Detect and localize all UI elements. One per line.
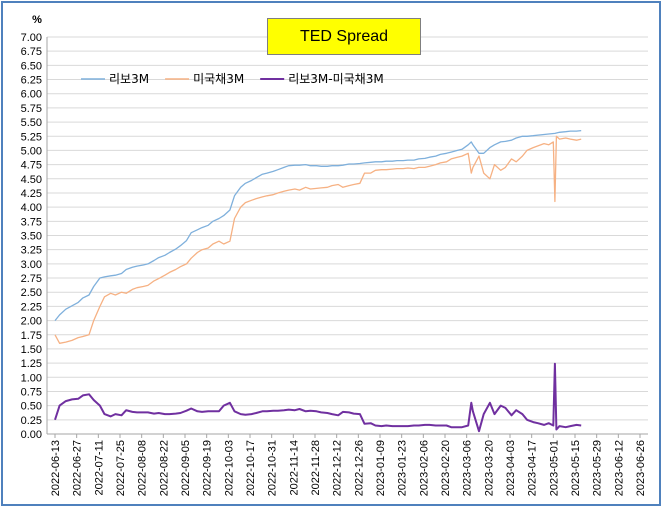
x-tick-label: 2022-12-26 [353,440,365,496]
x-tick-label: 2022-12-12 [332,440,344,496]
y-tick-label: 2.75 [21,273,42,285]
x-tick-label: 2023-06-12 [613,440,625,496]
x-tick-label: 2022-07-25 [115,440,127,496]
x-tick-label: 2023-02-20 [440,440,452,496]
x-tick-label: 2022-08-08 [137,440,149,496]
y-tick-label: 1.00 [21,372,42,384]
y-tick-label: 5.50 [21,117,42,129]
legend-label-1: 미국채3M [193,72,244,86]
y-tick-label: 1.25 [21,358,42,370]
legend-label-0: 리보3M [109,72,149,86]
x-tick-label: 2022-06-13 [50,440,62,496]
x-tick-label: 2023-03-06 [462,440,474,496]
x-tick-label: 2023-02-06 [418,440,430,496]
y-tick-label: 0.25 [21,415,42,427]
x-tick-label: 2022-09-19 [202,440,214,496]
y-tick-label: 5.25 [21,131,42,143]
y-tick-label: 5.75 [21,103,42,115]
x-tick-label: 2023-06-26 [635,440,647,496]
x-tick-label: 2022-07-11 [93,440,105,495]
x-tick-label: 2022-06-27 [72,440,84,496]
y-tick-label: 5.00 [21,145,42,157]
x-tick-label: 2022-08-22 [158,440,170,496]
y-tick-label: 3.75 [21,216,42,228]
y-tick-label: 6.00 [21,89,42,101]
y-tick-label: 6.50 [21,60,42,72]
y-tick-label: 6.75 [21,46,42,58]
x-tick-label: 2022-11-28 [310,440,322,495]
y-tick-label: 2.25 [21,301,42,313]
y-tick-label: 0.75 [21,386,42,398]
x-tick-label: 2023-05-29 [592,440,604,496]
series-line-0 [54,129,582,322]
y-tick-label: 4.25 [21,188,42,200]
y-tick-label: 3.50 [21,231,42,243]
ted-spread-chart: % 0.00 0.25 0.50 0.75 1.00 1.25 1.50 1.75 2.00 2.… [21,14,648,496]
x-tick-label: 2023-01-09 [375,440,387,496]
y-tick-label: 4.75 [21,160,42,172]
x-tick-label: 2023-01-23 [397,440,409,496]
y-tick-label: 7.00 [21,32,42,44]
x-tick-label: 2023-03-20 [483,440,495,496]
y-tick-label: 3.00 [21,259,42,271]
series-line-2 [54,362,582,433]
grid [47,36,648,435]
y-tick-label: 4.00 [21,202,42,214]
axes [46,37,648,438]
x-tick-label: 2022-10-31 [267,440,279,496]
y-tick-label: 0.50 [21,401,42,413]
legend-label-2: 리보3M-미국채3M [288,72,384,86]
y-tick-label: 2.50 [21,287,42,299]
x-tick-label: 2023-04-03 [505,440,517,496]
x-tick-label: 2023-04-17 [527,440,539,496]
y-axis-ticks: 0.00 0.25 0.50 0.75 1.00 1.25 1.50 1.75 2.00 2.25… [21,32,42,441]
x-tick-label: 2023-05-01 [548,440,560,496]
series-line-1 [54,135,582,344]
y-tick-label: 6.25 [21,75,42,87]
series-lines [54,129,582,433]
y-tick-label: 0.00 [21,429,42,441]
chart-frame: % 0.00 0.25 0.50 0.75 1.00 1.25 1.50 1.75 2.00 2.… [1,1,661,506]
y-tick-label: 4.50 [21,174,42,186]
y-tick-label: 1.75 [21,330,42,342]
y-tick-label: 3.25 [21,245,42,257]
x-tick-label: 2022-11-14 [288,440,300,495]
y-tick-label: 2.00 [21,316,42,328]
y-axis-unit-label: % [32,14,42,26]
x-axis-ticks: 2022-06-13 2022-06-27 2022-07-11 2022-07-25… [50,440,647,496]
x-tick-label: 2022-10-03 [223,440,235,496]
y-tick-label: 1.50 [21,344,42,356]
x-tick-label: 2022-10-17 [245,440,257,496]
chart-title: TED Spread [267,18,421,55]
legend: 리보3M 미국채3M 리보3M-미국채3M [81,72,384,86]
x-tick-label: 2022-09-05 [180,440,192,496]
x-tick-label: 2023-05-15 [570,440,582,496]
